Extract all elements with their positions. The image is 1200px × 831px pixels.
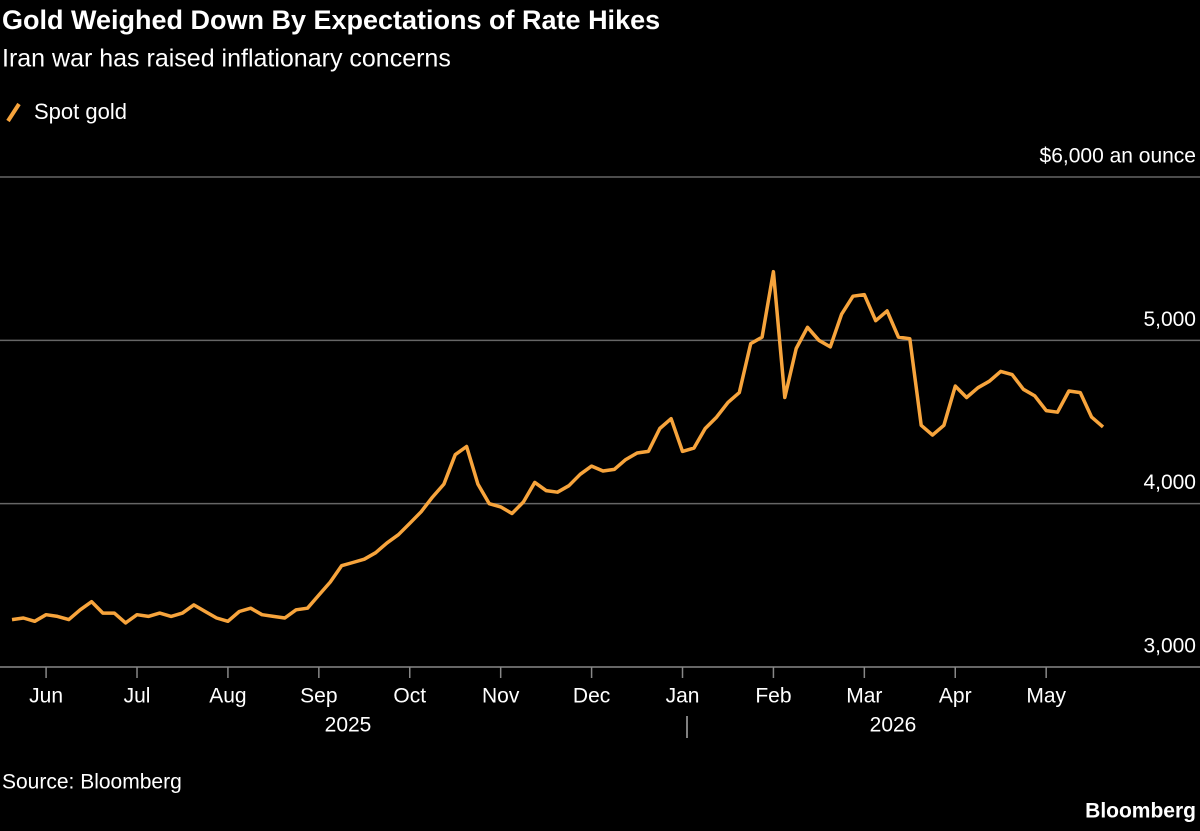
x-tick-label: Oct <box>393 685 426 708</box>
x-tick-label: Jul <box>124 685 151 708</box>
chart-title: Gold Weighed Down By Expectations of Rat… <box>2 5 660 35</box>
y-tick-label: 3,000 <box>1143 635 1196 658</box>
x-tick-label: Nov <box>482 685 520 708</box>
year-label: 2025 <box>325 714 372 737</box>
y-tick-label: $6,000 an ounce <box>1040 145 1196 168</box>
source: Source: Bloomberg <box>2 771 182 794</box>
x-tick-label: Jun <box>29 685 63 708</box>
x-tick-label: Sep <box>300 685 337 708</box>
legend-label: Spot gold <box>34 99 127 124</box>
year-label: 2026 <box>870 714 917 737</box>
x-tick-label: Jan <box>666 685 700 708</box>
chart-subtitle: Iran war has raised inflationary concern… <box>2 45 451 73</box>
x-tick-label: May <box>1026 685 1066 708</box>
legend-swatch <box>6 102 21 123</box>
x-tick-label: Dec <box>573 685 610 708</box>
data-line <box>11 269 1105 625</box>
y-tick-label: 5,000 <box>1143 308 1196 331</box>
x-tick-label: Aug <box>209 685 246 708</box>
x-tick-label: Feb <box>755 685 791 708</box>
credit: Bloomberg <box>1085 800 1196 823</box>
x-tick-label: Apr <box>939 685 972 708</box>
y-tick-label: 4,000 <box>1143 471 1196 494</box>
x-tick-label: Mar <box>846 685 882 708</box>
